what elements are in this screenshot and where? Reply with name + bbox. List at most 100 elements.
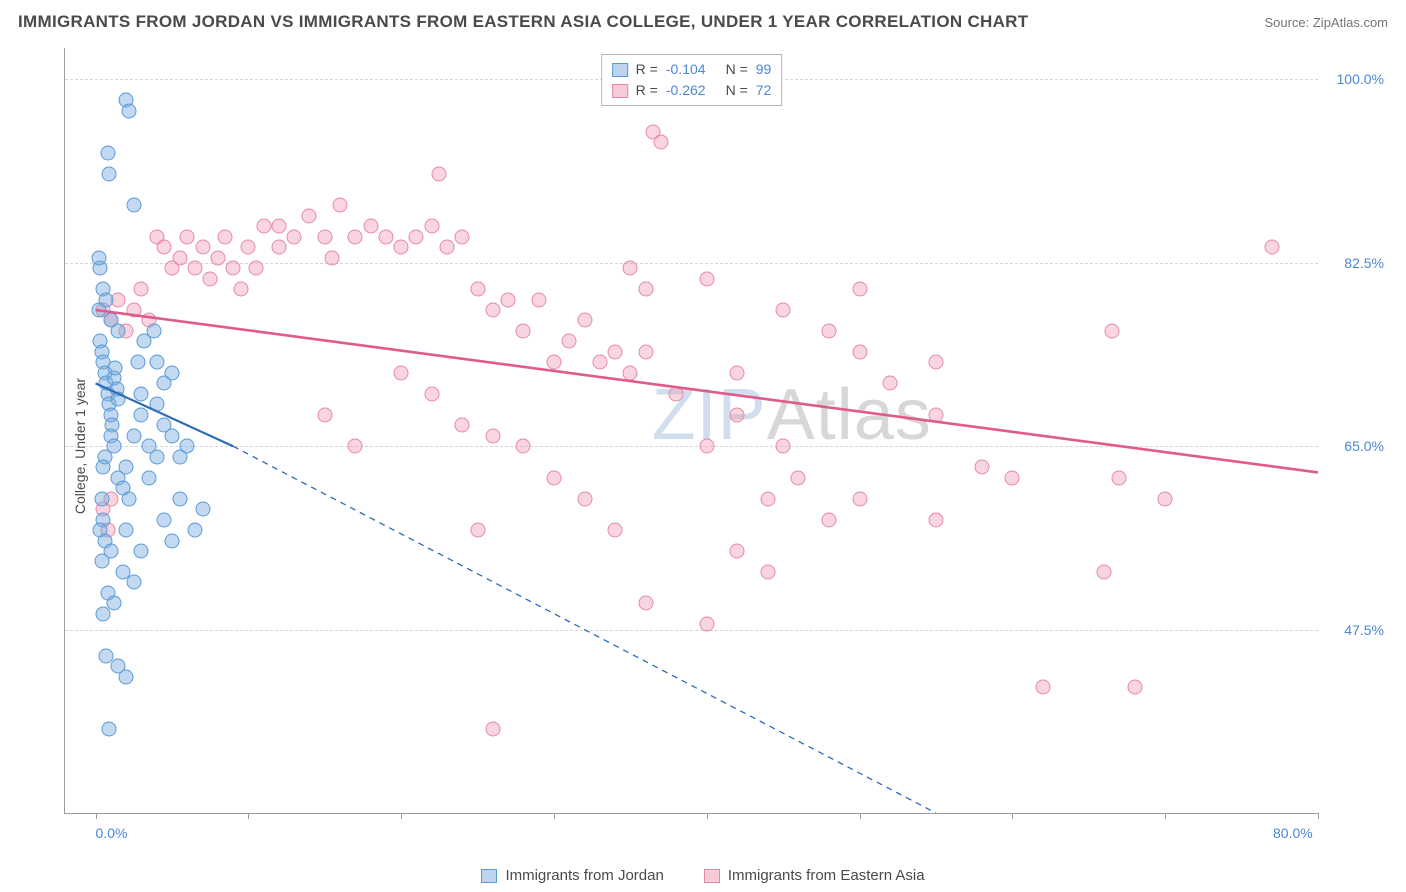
data-point-jordan — [149, 449, 164, 464]
data-point-eastasia — [516, 323, 531, 338]
y-tick-label: 100.0% — [1337, 71, 1384, 87]
data-point-eastasia — [562, 334, 577, 349]
data-point-eastasia — [730, 544, 745, 559]
data-point-jordan — [172, 491, 187, 506]
swatch-jordan — [612, 63, 628, 77]
data-point-eastasia — [852, 344, 867, 359]
data-point-eastasia — [195, 240, 210, 255]
data-point-eastasia — [776, 439, 791, 454]
data-point-eastasia — [271, 240, 286, 255]
data-point-eastasia — [485, 428, 500, 443]
data-point-eastasia — [928, 512, 943, 527]
data-point-eastasia — [210, 250, 225, 265]
data-point-jordan — [126, 198, 141, 213]
data-point-jordan — [119, 669, 134, 684]
data-point-jordan — [119, 523, 134, 538]
data-point-jordan — [164, 533, 179, 548]
y-tick-label: 82.5% — [1344, 255, 1384, 271]
data-point-eastasia — [348, 439, 363, 454]
data-point-eastasia — [218, 229, 233, 244]
data-point-jordan — [94, 554, 109, 569]
data-point-eastasia — [638, 596, 653, 611]
data-point-eastasia — [699, 617, 714, 632]
data-point-eastasia — [317, 407, 332, 422]
data-point-jordan — [134, 386, 149, 401]
x-tick — [1318, 813, 1319, 819]
data-point-jordan — [102, 722, 117, 737]
data-point-eastasia — [1265, 240, 1280, 255]
x-tick — [1012, 813, 1013, 819]
x-tick — [248, 813, 249, 819]
grid-line — [65, 630, 1318, 631]
legend-item-eastasia[interactable]: Immigrants from Eastern Asia — [704, 867, 925, 884]
data-point-eastasia — [699, 439, 714, 454]
x-tick — [707, 813, 708, 819]
data-point-eastasia — [424, 386, 439, 401]
x-tick — [1165, 813, 1166, 819]
data-point-eastasia — [1035, 680, 1050, 695]
data-point-eastasia — [424, 219, 439, 234]
data-point-eastasia — [638, 344, 653, 359]
data-point-jordan — [99, 648, 114, 663]
data-point-jordan — [111, 392, 126, 407]
data-point-eastasia — [577, 313, 592, 328]
data-point-eastasia — [126, 302, 141, 317]
data-point-jordan — [100, 145, 115, 160]
data-point-eastasia — [1158, 491, 1173, 506]
data-point-eastasia — [1005, 470, 1020, 485]
source-link[interactable]: Source: ZipAtlas.com — [1264, 15, 1388, 30]
data-point-eastasia — [187, 261, 202, 276]
legend-swatch-eastasia — [704, 869, 720, 883]
data-point-eastasia — [455, 418, 470, 433]
x-tick — [96, 813, 97, 819]
data-point-eastasia — [501, 292, 516, 307]
data-point-eastasia — [730, 365, 745, 380]
data-point-eastasia — [363, 219, 378, 234]
data-point-jordan — [134, 407, 149, 422]
data-point-jordan — [111, 323, 126, 338]
data-point-eastasia — [470, 282, 485, 297]
data-point-jordan — [108, 360, 123, 375]
data-point-eastasia — [592, 355, 607, 370]
data-point-eastasia — [699, 271, 714, 286]
data-point-eastasia — [852, 491, 867, 506]
x-tick — [401, 813, 402, 819]
data-point-eastasia — [928, 355, 943, 370]
data-point-eastasia — [730, 407, 745, 422]
bottom-legend: Immigrants from Jordan Immigrants from E… — [0, 867, 1406, 884]
data-point-jordan — [195, 502, 210, 517]
data-point-jordan — [149, 355, 164, 370]
data-point-eastasia — [669, 386, 684, 401]
chart-title: IMMIGRANTS FROM JORDAN VS IMMIGRANTS FRO… — [18, 12, 1028, 32]
data-point-eastasia — [203, 271, 218, 286]
data-point-eastasia — [546, 470, 561, 485]
data-point-eastasia — [378, 229, 393, 244]
data-point-jordan — [96, 606, 111, 621]
data-point-eastasia — [348, 229, 363, 244]
data-point-eastasia — [455, 229, 470, 244]
data-point-eastasia — [394, 365, 409, 380]
data-point-eastasia — [249, 261, 264, 276]
data-point-jordan — [142, 470, 157, 485]
data-point-eastasia — [172, 250, 187, 265]
data-point-jordan — [164, 365, 179, 380]
data-point-jordan — [134, 544, 149, 559]
data-point-eastasia — [516, 439, 531, 454]
trend-lines — [65, 48, 1318, 813]
data-point-eastasia — [317, 229, 332, 244]
x-tick — [554, 813, 555, 819]
x-tick-label: 0.0% — [96, 825, 128, 841]
data-point-eastasia — [325, 250, 340, 265]
data-point-jordan — [146, 323, 161, 338]
data-point-eastasia — [623, 365, 638, 380]
data-point-jordan — [157, 512, 172, 527]
data-point-eastasia — [180, 229, 195, 244]
data-point-jordan — [122, 103, 137, 118]
data-point-jordan — [119, 460, 134, 475]
data-point-eastasia — [974, 460, 989, 475]
data-point-jordan — [91, 250, 106, 265]
data-point-eastasia — [470, 523, 485, 538]
legend-item-jordan[interactable]: Immigrants from Jordan — [481, 867, 663, 884]
x-tick — [860, 813, 861, 819]
data-point-jordan — [164, 428, 179, 443]
